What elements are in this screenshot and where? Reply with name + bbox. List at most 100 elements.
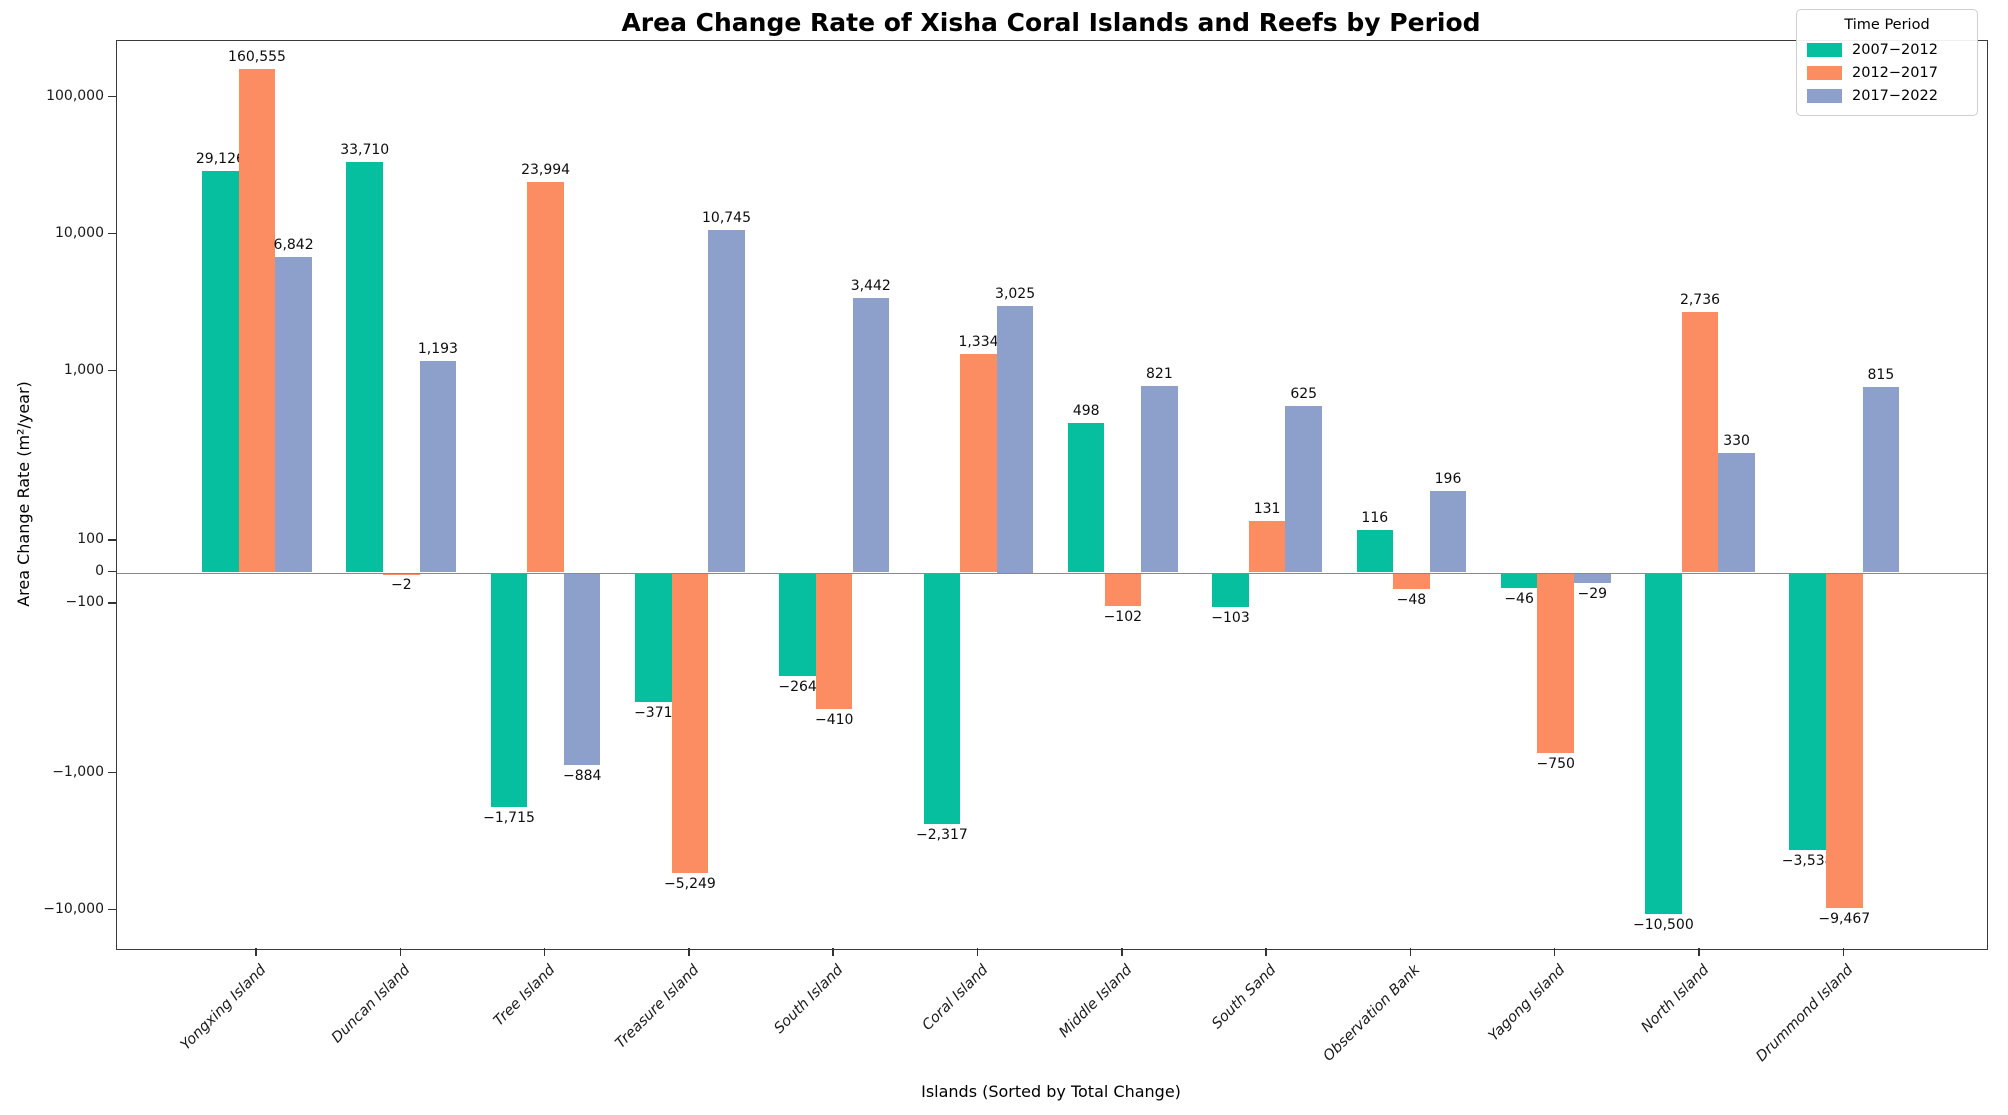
bar [1356,530,1394,573]
x-tick-mark [1698,948,1700,956]
bar [1285,406,1322,573]
x-tick-label: Middle Island [1056,962,1136,1041]
bar [1826,573,1863,909]
bar [960,354,997,573]
x-tick-mark [1842,948,1845,956]
bar [996,305,1034,573]
bar [238,69,276,573]
bar [383,573,420,575]
y-tick-label: 1,000 [63,361,104,378]
x-tick-label: Drummond Island [1753,962,1857,1065]
x-tick-label: Duncan Island [329,962,414,1047]
bar-value-label: −9,467 [1818,911,1871,928]
bar-value-label: −46 [1504,590,1534,607]
bar [1681,311,1719,573]
bar-value-label: 160,555 [228,49,286,66]
bar-value-label: −750 [1536,756,1575,773]
bar-value-label: 1,193 [417,341,458,357]
y-tick-label: −1,000 [52,763,104,780]
bar-value-label: 1,334 [958,334,999,351]
y-tick-mark [108,602,116,604]
bar-value-label: 6,842 [273,237,314,254]
bar [202,170,239,573]
x-tick-mark [1265,948,1267,956]
x-tick-label: South Island [771,962,847,1037]
y-tick-label: 0 [95,562,104,579]
y-tick-mark [108,95,116,98]
legend-entry-label: 2012−2017 [1852,64,1938,81]
x-tick-label: Coral Island [918,962,991,1034]
bar [635,573,672,702]
bar-value-label: 815 [1867,366,1895,383]
bar-value-label: 33,710 [340,142,390,159]
bar [1212,573,1249,608]
bar-value-label: −410 [814,711,854,728]
x-tick-label: North Island [1638,962,1713,1036]
bar [815,573,853,709]
chart-title: Area Change Rate of Xisha Coral Islands … [621,8,1481,37]
bar [419,361,457,573]
x-tick-mark [543,948,546,956]
bar [1429,491,1467,573]
x-tick-label: South Sand [1209,962,1280,1033]
legend-entry-label: 2017−2022 [1852,87,1938,104]
y-tick-label: 100 [77,531,104,547]
bar-value-label: −48 [1396,591,1427,608]
bar [1141,386,1178,573]
y-tick-mark [108,232,116,235]
bar-value-label: 196 [1434,471,1462,488]
y-tick-label: 10,000 [55,224,104,241]
bar [923,573,961,825]
bar-value-label: 131 [1253,501,1281,518]
bar-value-label: 498 [1072,402,1100,419]
bar [490,573,528,807]
x-tick-mark [255,948,257,956]
bar [1537,573,1574,754]
bar [1718,453,1755,573]
legend-title: Time Period [1844,17,1930,33]
legend-entry: 2007−2012 [1807,38,1967,61]
bar-value-label: 3,442 [850,277,891,294]
bar-value-label: 10,745 [702,210,751,227]
bar [275,257,312,573]
legend-swatch [1807,42,1842,57]
legend-entry-label: 2007−2012 [1852,41,1938,58]
bar [1067,422,1105,573]
bar [527,182,564,573]
legend: Time Period 2007−2012 2012−2017 2017−2022 [1796,9,1978,116]
bar [1104,573,1142,607]
bar [1248,521,1286,573]
x-tick-label: Treasure Island [612,962,703,1052]
bar-value-label: −371 [634,704,673,721]
x-tick-mark [832,948,834,956]
bar [1574,573,1611,583]
bar [1645,573,1682,915]
bar-value-label: −264 [778,679,817,696]
y-tick-label: −100 [65,594,104,610]
y-tick-mark [108,570,116,573]
bar-value-label: 23,994 [521,162,571,179]
y-tick-label: 100,000 [46,87,104,104]
y-tick-mark [108,539,116,541]
x-tick-mark [1553,948,1556,956]
bar-value-label: 330 [1723,433,1750,450]
legend-entry: 2017−2022 [1807,84,1967,107]
x-tick-mark [399,948,402,956]
bar [563,573,601,766]
y-tick-mark [108,369,116,372]
bar-value-label: −10,500 [1633,917,1694,934]
y-axis-title: Area Change Rate (m²/year) [14,381,33,607]
x-tick-label: Yongxing Island [177,962,270,1054]
x-tick-mark [688,948,690,956]
legend-swatch [1807,88,1842,103]
bar-value-label: −29 [1577,585,1608,602]
legend-entry: 2012−2017 [1807,61,1967,84]
bar [1862,386,1900,573]
bar [671,573,709,874]
x-tick-mark [1409,948,1412,956]
x-tick-mark [976,948,979,956]
bar-value-label: −884 [562,768,602,785]
bar [1789,573,1826,850]
bar-value-label: −102 [1103,609,1143,626]
